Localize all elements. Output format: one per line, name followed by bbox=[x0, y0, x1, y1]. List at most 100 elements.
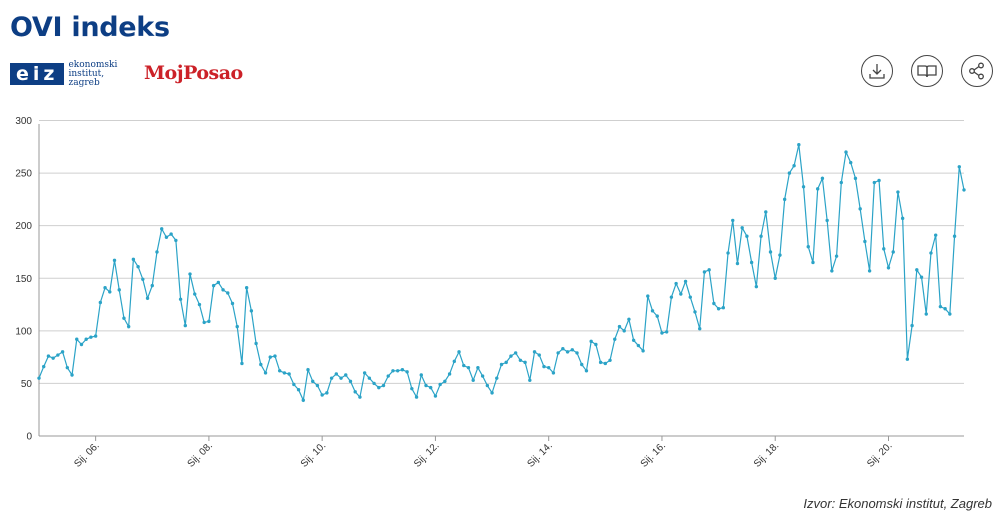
data-point bbox=[89, 335, 93, 339]
data-point bbox=[193, 292, 197, 296]
y-tick-label: 50 bbox=[21, 379, 33, 390]
data-point bbox=[537, 353, 541, 357]
data-point bbox=[867, 269, 872, 273]
book-icon bbox=[917, 65, 937, 78]
data-point bbox=[641, 349, 645, 353]
eiz-logo: eiz ekonomski institut, zagreb bbox=[10, 60, 117, 87]
data-point bbox=[339, 376, 343, 380]
y-tick-label: 300 bbox=[15, 116, 32, 127]
data-point bbox=[797, 143, 801, 147]
data-point bbox=[476, 365, 480, 370]
data-point bbox=[462, 363, 466, 368]
data-point bbox=[900, 216, 905, 221]
data-point bbox=[608, 358, 612, 362]
data-point bbox=[726, 251, 730, 255]
y-tick-label: 150 bbox=[15, 274, 32, 285]
data-point bbox=[320, 393, 324, 397]
data-point bbox=[924, 312, 928, 316]
data-point bbox=[622, 329, 626, 333]
data-point bbox=[84, 337, 88, 341]
data-point bbox=[518, 358, 523, 362]
data-point bbox=[820, 176, 825, 181]
data-point bbox=[174, 238, 178, 243]
data-point bbox=[721, 306, 726, 310]
data-point bbox=[51, 356, 55, 360]
data-point bbox=[580, 362, 584, 367]
data-point bbox=[98, 300, 103, 305]
download-button[interactable] bbox=[861, 55, 893, 87]
data-point bbox=[438, 382, 442, 387]
data-point bbox=[504, 360, 508, 365]
data-point bbox=[546, 365, 551, 370]
data-point bbox=[60, 350, 65, 354]
data-point bbox=[131, 257, 136, 262]
share-button[interactable] bbox=[961, 55, 993, 87]
methodology-button[interactable] bbox=[911, 55, 943, 87]
data-point bbox=[782, 197, 787, 202]
data-point bbox=[839, 180, 843, 185]
data-point bbox=[117, 288, 121, 292]
data-point bbox=[754, 284, 759, 289]
data-point bbox=[660, 331, 664, 335]
data-point bbox=[731, 218, 735, 223]
data-point bbox=[570, 348, 574, 352]
data-point bbox=[150, 283, 154, 288]
data-point bbox=[702, 270, 707, 274]
data-point bbox=[740, 226, 744, 230]
data-point bbox=[858, 207, 862, 211]
data-point bbox=[598, 360, 603, 365]
data-point bbox=[933, 233, 938, 237]
data-point bbox=[386, 374, 390, 378]
data-point bbox=[202, 320, 206, 325]
data-point bbox=[268, 355, 272, 359]
data-point bbox=[452, 359, 457, 364]
x-tick-label: Sij. 20. bbox=[865, 440, 894, 469]
y-tick-label: 200 bbox=[15, 221, 32, 232]
data-point bbox=[825, 218, 829, 223]
data-point bbox=[108, 290, 112, 294]
data-point bbox=[46, 354, 51, 358]
data-point bbox=[419, 373, 423, 377]
data-point bbox=[358, 395, 362, 399]
data-point bbox=[877, 178, 881, 183]
data-point bbox=[160, 227, 164, 231]
data-point bbox=[556, 351, 560, 355]
data-point bbox=[329, 376, 334, 380]
data-point bbox=[216, 280, 221, 285]
data-point bbox=[787, 171, 792, 175]
data-point bbox=[891, 250, 895, 254]
data-point bbox=[745, 234, 749, 238]
x-tick-label: Sij. 08. bbox=[186, 440, 215, 469]
data-point bbox=[311, 379, 315, 384]
data-point bbox=[348, 379, 353, 384]
data-point bbox=[122, 316, 126, 320]
data-point bbox=[929, 251, 933, 255]
data-point bbox=[915, 268, 919, 272]
data-point bbox=[103, 286, 107, 290]
data-point bbox=[367, 376, 372, 380]
x-tick-label: Sij. 10. bbox=[299, 440, 328, 469]
data-point bbox=[962, 188, 966, 192]
data-point bbox=[646, 294, 650, 298]
data-point bbox=[778, 253, 782, 257]
source-note: Izvor: Ekonomski institut, Zagreb bbox=[803, 496, 992, 511]
data-point bbox=[565, 350, 570, 354]
data-point bbox=[325, 391, 329, 395]
data-point bbox=[471, 378, 475, 382]
data-point bbox=[287, 372, 291, 376]
data-point bbox=[145, 296, 150, 300]
data-point bbox=[613, 337, 617, 341]
y-tick-label: 100 bbox=[15, 326, 32, 337]
data-point bbox=[589, 339, 593, 344]
data-point bbox=[65, 365, 70, 370]
data-point bbox=[344, 373, 348, 377]
data-point bbox=[178, 297, 183, 301]
data-point bbox=[306, 368, 310, 372]
data-point bbox=[414, 395, 419, 399]
data-point bbox=[164, 235, 169, 239]
data-point bbox=[240, 361, 244, 366]
data-point bbox=[259, 362, 263, 367]
data-point bbox=[141, 277, 145, 282]
data-point bbox=[112, 258, 117, 263]
data-point bbox=[499, 362, 504, 367]
